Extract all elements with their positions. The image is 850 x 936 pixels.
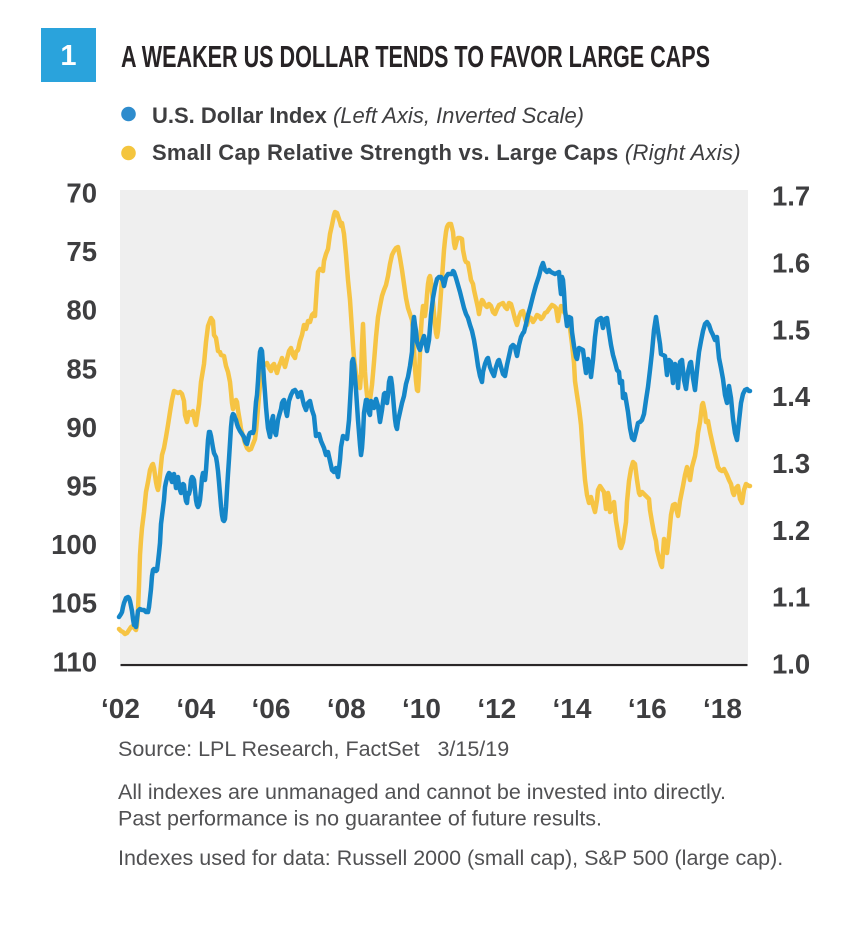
svg-text:U.S. Dollar Index (Left Axis,: U.S. Dollar Index (Left Axis, Inverted S… [152,103,584,128]
svg-text:‘14: ‘14 [553,693,592,724]
svg-text:105: 105 [51,588,97,619]
svg-text:‘16: ‘16 [628,693,667,724]
svg-text:1.5: 1.5 [772,314,810,345]
svg-text:1.4: 1.4 [772,381,811,412]
svg-text:‘18: ‘18 [703,693,742,724]
svg-text:‘12: ‘12 [477,693,516,724]
svg-text:85: 85 [66,353,97,384]
svg-text:90: 90 [66,412,97,443]
svg-text:‘08: ‘08 [327,693,366,724]
svg-text:1.7: 1.7 [772,181,810,212]
svg-text:100: 100 [51,529,97,560]
svg-text:1.2: 1.2 [772,515,810,546]
svg-text:75: 75 [66,236,97,267]
svg-text:Past performance is no guarant: Past performance is no guarantee of futu… [118,807,602,831]
svg-text:1.0: 1.0 [772,649,810,680]
svg-text:‘02: ‘02 [101,693,140,724]
svg-text:1.6: 1.6 [772,247,810,278]
svg-text:Source: LPL Research, FactSet: Source: LPL Research, FactSet 3/15/19 [118,737,509,761]
svg-text:1.1: 1.1 [772,582,810,613]
svg-text:A WEAKER US DOLLAR TENDS TO FA: A WEAKER US DOLLAR TENDS TO FAVOR LARGE … [121,39,710,74]
svg-text:‘06: ‘06 [252,693,291,724]
svg-text:95: 95 [66,471,97,502]
svg-text:70: 70 [66,178,97,209]
svg-text:‘04: ‘04 [176,693,215,724]
svg-text:Small Cap Relative Strength vs: Small Cap Relative Strength vs. Large Ca… [152,140,741,165]
svg-text:Indexes used for data: Russell: Indexes used for data: Russell 2000 (sma… [118,846,783,870]
svg-text:1.3: 1.3 [772,448,810,479]
svg-text:80: 80 [66,295,97,326]
svg-text:110: 110 [53,646,97,677]
svg-text:‘10: ‘10 [402,693,441,724]
svg-text:1: 1 [60,40,76,72]
svg-text:All indexes are unmanaged and: All indexes are unmanaged and cannot be … [118,780,726,804]
